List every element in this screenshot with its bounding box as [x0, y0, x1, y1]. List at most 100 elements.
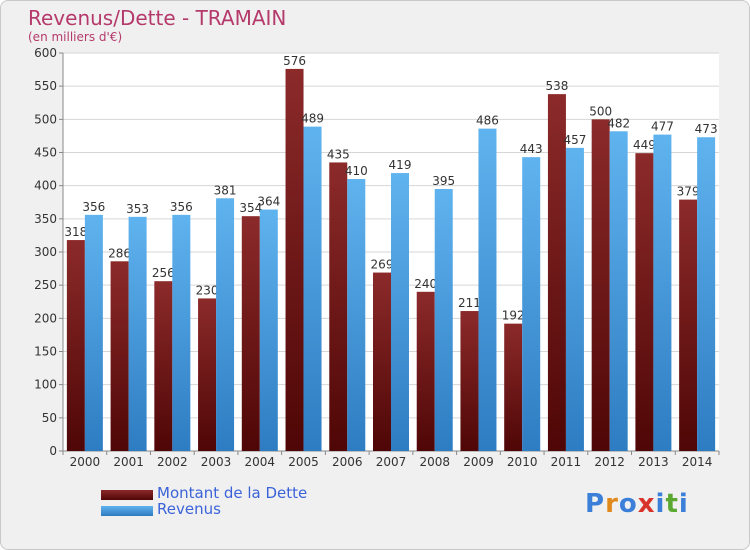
y-tick-label: 500 — [34, 112, 57, 126]
y-tick-label: 100 — [34, 378, 57, 392]
bar-revenus — [84, 214, 103, 451]
logo-letter: x — [637, 489, 656, 519]
x-tick-label: 2003 — [201, 455, 232, 469]
data-label: 240 — [414, 277, 437, 291]
data-label: 318 — [64, 225, 87, 239]
data-label: 354 — [239, 201, 262, 215]
x-tick-label: 2000 — [70, 455, 101, 469]
data-label: 500 — [589, 104, 612, 118]
bar-revenus — [216, 198, 235, 451]
data-label: 410 — [345, 164, 368, 178]
x-tick-label: 2011 — [551, 455, 582, 469]
y-tick-label: 350 — [34, 212, 57, 226]
data-label: 486 — [476, 114, 499, 128]
bar-dette — [591, 119, 610, 451]
bar-revenus — [303, 126, 322, 451]
y-tick-label: 400 — [34, 179, 57, 193]
bar-dette — [416, 291, 435, 451]
x-tick-label: 2002 — [157, 455, 188, 469]
data-label: 230 — [196, 283, 219, 297]
data-label: 482 — [607, 116, 630, 130]
bar-revenus — [434, 188, 453, 451]
data-label: 576 — [283, 54, 306, 68]
data-label: 395 — [432, 174, 455, 188]
bar-dette — [241, 216, 260, 451]
logo-letter: i — [678, 489, 689, 519]
chart-title: Revenus/Dette - TRAMAIN — [28, 6, 287, 30]
logo-letter: i — [655, 489, 666, 519]
data-label: 356 — [82, 200, 105, 214]
bar-revenus — [172, 214, 191, 451]
x-tick-label: 2009 — [463, 455, 494, 469]
bar-revenus — [259, 209, 278, 451]
x-tick-label: 2006 — [332, 455, 363, 469]
y-tick-label: 200 — [34, 311, 57, 325]
bar-revenus — [347, 179, 366, 452]
x-tick-label: 2013 — [638, 455, 669, 469]
data-label: 353 — [126, 202, 149, 216]
bar-dette — [547, 94, 566, 452]
legend-swatch-revenus — [101, 506, 153, 516]
bar-dette — [154, 281, 173, 451]
data-label: 364 — [257, 195, 280, 209]
data-label: 211 — [458, 296, 481, 310]
proxiti-logo: Proxiti — [585, 489, 689, 519]
logo-letter: t — [665, 489, 679, 519]
bar-dette — [66, 240, 85, 451]
data-label: 449 — [633, 138, 656, 152]
bar-dette — [679, 199, 698, 451]
data-label: 538 — [545, 79, 568, 93]
data-label: 192 — [502, 309, 525, 323]
data-label: 419 — [389, 158, 412, 172]
x-tick-label: 2010 — [507, 455, 538, 469]
data-label: 269 — [371, 258, 394, 272]
bar-dette — [635, 153, 654, 451]
bar-dette — [329, 162, 348, 451]
data-label: 379 — [677, 185, 700, 199]
data-label: 443 — [520, 142, 543, 156]
bar-revenus — [391, 173, 409, 451]
bar-dette — [110, 261, 129, 451]
bar-revenus — [522, 157, 541, 452]
logo-letter: P — [585, 489, 606, 519]
bar-dette — [198, 298, 217, 451]
x-tick-label: 2004 — [245, 455, 276, 469]
bar-revenus — [697, 137, 716, 451]
bar-revenus — [478, 128, 497, 451]
data-label: 356 — [170, 200, 193, 214]
data-label: 381 — [214, 183, 237, 197]
y-tick-label: 300 — [34, 245, 57, 259]
bar-dette — [285, 68, 304, 452]
data-label: 457 — [563, 133, 586, 147]
data-label: 489 — [301, 112, 324, 126]
x-tick-label: 2014 — [682, 455, 713, 469]
data-label: 435 — [327, 147, 350, 161]
data-label: 256 — [152, 266, 175, 280]
legend-label-revenus: Revenus — [157, 500, 221, 518]
y-tick-label: 250 — [34, 278, 57, 292]
y-tick-label: 50 — [42, 411, 57, 425]
legend-swatch-dette — [101, 490, 153, 500]
data-label: 477 — [651, 120, 674, 134]
data-label: 286 — [108, 246, 131, 260]
legend-label-dette: Montant de la Dette — [157, 484, 308, 502]
x-tick-label: 2001 — [113, 455, 144, 469]
bar-dette — [373, 272, 391, 451]
y-tick-label: 600 — [34, 46, 57, 60]
y-tick-label: 550 — [34, 79, 57, 93]
bar-revenus — [653, 134, 672, 451]
x-tick-label: 2012 — [594, 455, 625, 469]
bar-dette — [504, 323, 523, 451]
y-tick-label: 450 — [34, 146, 57, 160]
bar-dette — [460, 311, 479, 451]
x-tick-label: 2007 — [376, 455, 407, 469]
bar-revenus — [609, 131, 628, 452]
x-tick-label: 2005 — [288, 455, 319, 469]
logo-letter: r — [605, 489, 619, 519]
bar-revenus — [128, 216, 147, 451]
bar-revenus — [565, 147, 584, 451]
y-tick-label: 0 — [49, 444, 57, 458]
y-tick-label: 150 — [34, 345, 57, 359]
